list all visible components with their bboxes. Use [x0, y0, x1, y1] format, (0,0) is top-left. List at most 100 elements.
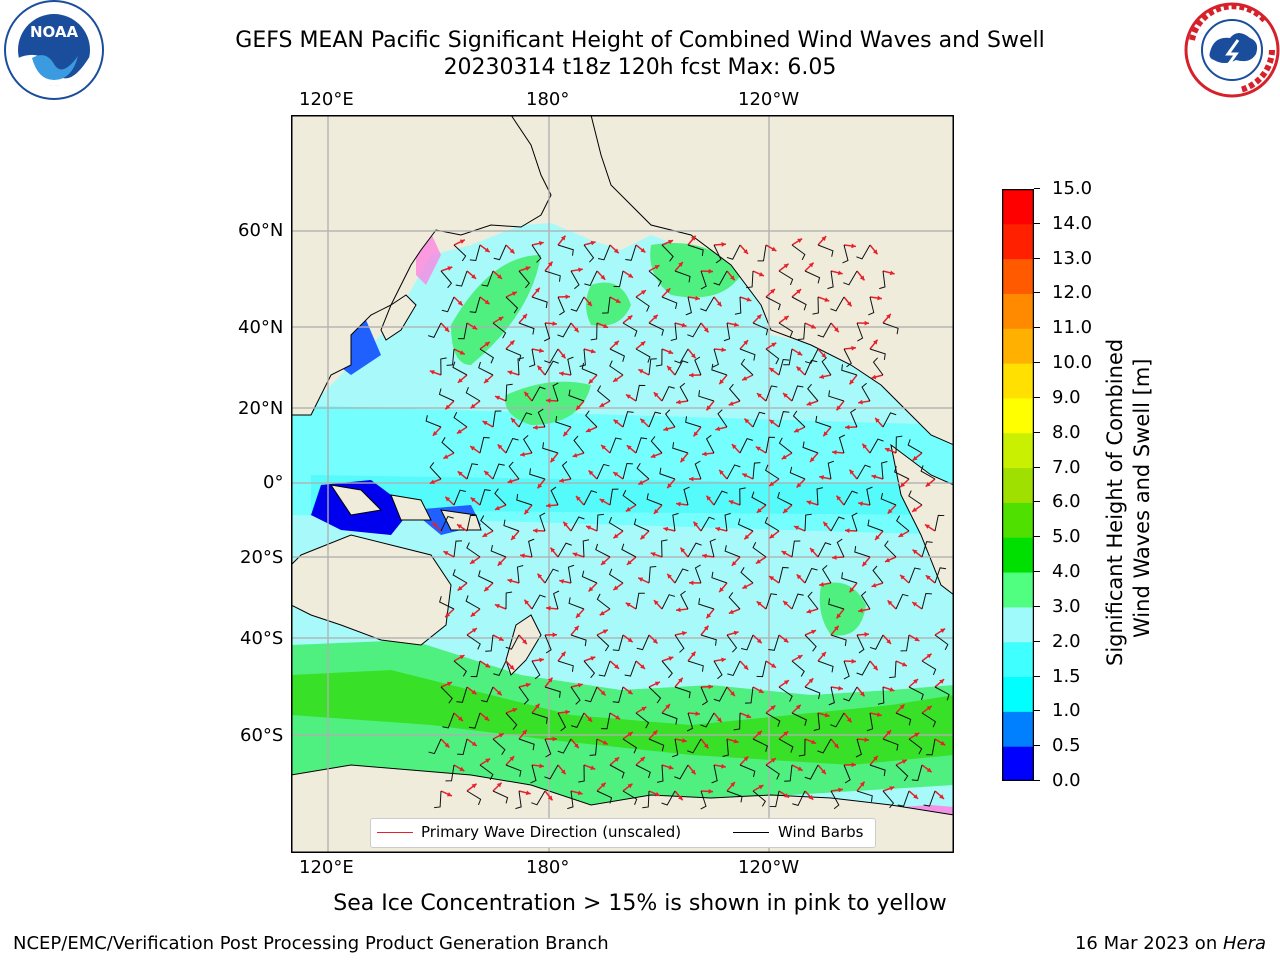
wind-barb	[869, 348, 886, 360]
wave-direction-arrowhead	[769, 481, 775, 486]
wave-direction-arrowhead	[615, 714, 621, 720]
wind-barb	[765, 712, 781, 727]
colorbar-tick-label: 6.0	[1052, 491, 1081, 513]
wave-direction-arrowhead	[819, 581, 824, 587]
wind-barb	[608, 516, 624, 532]
wave-direction-arrowhead	[638, 577, 644, 582]
wind-barb	[817, 738, 832, 754]
wind-barb	[570, 270, 580, 290]
wind-barb	[622, 462, 633, 480]
wind-barb	[455, 270, 468, 287]
wind-barb	[816, 487, 823, 506]
wave-direction-arrowhead	[821, 236, 827, 242]
wave-direction-arrowhead	[627, 315, 633, 321]
wind-barb	[579, 348, 586, 367]
wave-direction-arrowhead	[538, 241, 544, 246]
wind-barb	[765, 593, 778, 610]
wave-direction-arrowhead	[560, 651, 566, 657]
wind-barb	[777, 491, 793, 506]
wind-barb	[855, 738, 862, 758]
wind-barb	[469, 296, 481, 313]
wave-direction-arrowhead	[744, 534, 750, 540]
wave-direction-arrowhead	[600, 690, 606, 696]
wind-barb	[635, 592, 645, 610]
wind-barb	[752, 322, 769, 336]
wind-barb	[687, 322, 702, 338]
wind-barb	[882, 738, 899, 751]
colorbar-tick-mark	[1034, 640, 1040, 642]
wind-barb	[438, 388, 455, 402]
wave-direction-arrowhead	[458, 716, 463, 722]
wind-barb	[621, 543, 637, 558]
wave-direction-arrowhead	[576, 496, 581, 501]
wave-direction-arrowhead	[912, 549, 918, 555]
wind-barb	[557, 738, 572, 754]
map-panel[interactable]	[291, 115, 954, 853]
wind-barb	[791, 296, 807, 311]
wind-barb	[582, 539, 590, 558]
wave-direction-arrowhead	[550, 457, 556, 463]
wave-direction-arrowhead	[794, 428, 800, 433]
wind-barb	[635, 348, 651, 363]
asia-landmass	[291, 115, 552, 416]
wave-direction-arrowhead	[769, 419, 775, 425]
wind-barb	[674, 348, 689, 364]
footer-machine: Hera	[1222, 933, 1266, 954]
colorbar-tick-label: 8.0	[1052, 421, 1081, 443]
wave-direction-arrowhead	[615, 298, 621, 303]
wave-direction-arrowhead	[507, 478, 513, 484]
wave-direction-arrowhead	[590, 240, 596, 246]
wind-barb	[505, 712, 518, 730]
wind-barb	[869, 764, 886, 777]
wave-direction-arrowhead	[796, 482, 802, 488]
wind-barb	[596, 634, 610, 652]
wind-barb	[764, 464, 780, 480]
wave-direction-arrowhead	[823, 431, 828, 437]
wind-barb	[765, 436, 775, 454]
wave-direction-arrowhead	[535, 287, 540, 293]
wave-direction-arrowhead	[706, 613, 712, 619]
wind-barb	[807, 383, 819, 402]
wave-direction-arrowhead	[901, 661, 907, 667]
wind-barb	[739, 348, 756, 361]
wave-direction-arrowhead	[498, 316, 504, 322]
wind-barb	[453, 244, 467, 262]
wind-barb	[597, 244, 611, 261]
colorbar-tick-mark	[1034, 257, 1040, 259]
wave-direction-arrowhead	[858, 608, 863, 613]
wind-barb	[856, 790, 873, 802]
wave-direction-arrowhead	[703, 743, 709, 749]
wave-direction-arrowhead	[721, 657, 726, 663]
wave-direction-arrowhead	[836, 613, 842, 619]
wave-direction-arrowhead	[560, 353, 566, 359]
colorbar-bin	[1002, 328, 1034, 364]
wave-direction-arrowhead	[613, 419, 619, 425]
wave-direction-arrowhead	[471, 689, 477, 695]
wave-direction-arrowhead	[444, 742, 450, 748]
wind-barb	[659, 467, 676, 480]
wave-direction-arrowhead	[457, 378, 463, 383]
wave-direction-arrowhead	[756, 314, 762, 320]
wind-barb	[934, 686, 950, 701]
wind-barb	[480, 515, 494, 532]
wind-barb	[700, 270, 707, 290]
colorbar-tick-label: 14.0	[1052, 212, 1093, 234]
wave-direction-arrowhead	[836, 405, 842, 411]
wave-direction-arrowhead	[913, 794, 919, 799]
wind-barb	[570, 296, 585, 312]
wind-barb	[635, 296, 650, 312]
wave-direction-arrowhead	[485, 663, 491, 668]
wind-barb	[934, 567, 947, 584]
wind-barb	[446, 348, 455, 366]
wave-direction-arrowhead	[939, 794, 945, 799]
wind-barb	[817, 660, 834, 673]
wind-barb	[480, 686, 494, 703]
wave-direction-arrowhead	[875, 417, 880, 423]
wind-barb	[517, 357, 524, 376]
wind-barb	[531, 660, 541, 680]
wave-direction-arrowhead	[756, 601, 762, 607]
wave-direction-arrowhead	[588, 586, 594, 592]
wind-barb	[791, 244, 806, 261]
colorbar-frame	[1002, 189, 1034, 781]
wave-direction-arrowhead	[864, 320, 869, 326]
